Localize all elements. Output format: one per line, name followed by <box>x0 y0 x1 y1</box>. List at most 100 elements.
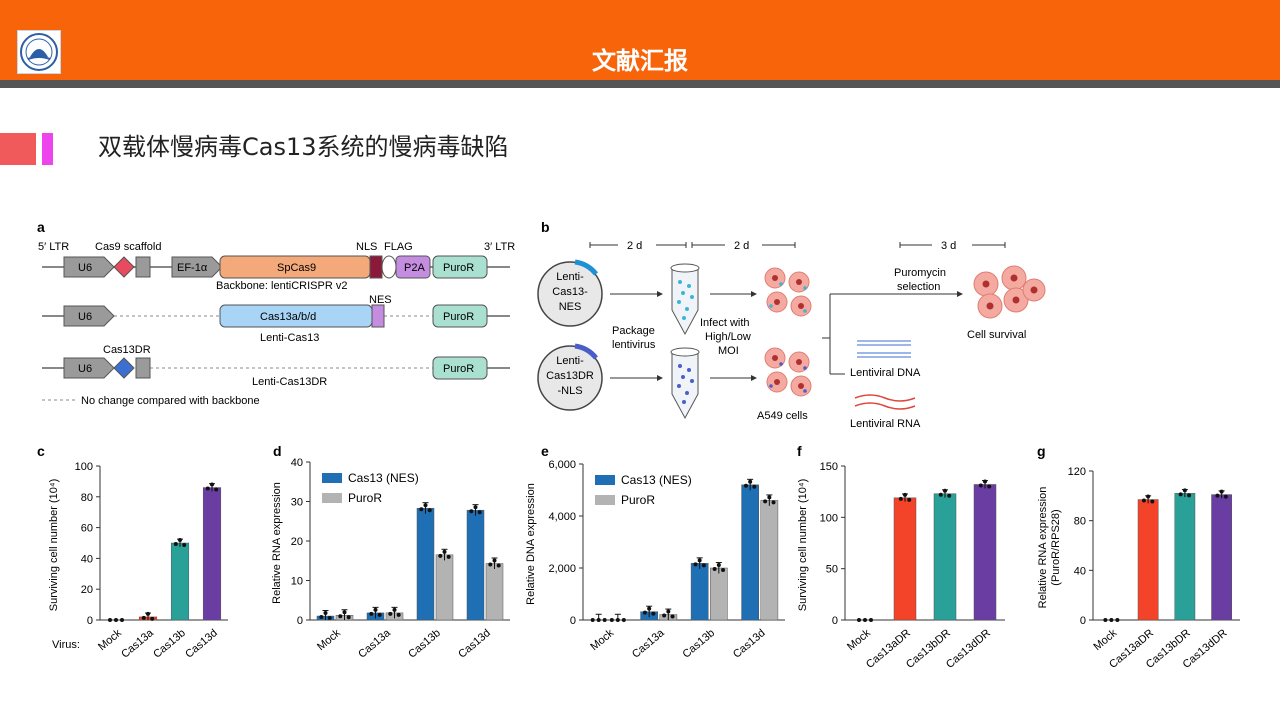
y-tick-label: 6,000 <box>548 459 576 471</box>
data-point <box>108 618 112 622</box>
chart-f: f 0 50 100 150 Surviving cell number (10⁴) Moc… <box>797 443 1005 671</box>
y-tick-label: 2,000 <box>548 563 576 575</box>
rna-icon <box>854 394 916 410</box>
bar-d-puror <box>435 554 454 621</box>
tube-1 <box>671 267 699 336</box>
cas13dr-label: Cas13DR <box>103 344 151 356</box>
data-point <box>438 553 443 558</box>
data-point <box>1223 494 1228 499</box>
slide-title: 双载体慢病毒Cas13系统的慢病毒缺陷 <box>98 133 509 161</box>
row-label: Virus: <box>52 639 80 651</box>
y-tick-label: 40 <box>81 553 93 565</box>
data-point <box>907 497 912 502</box>
cell-cluster-2 <box>764 347 812 397</box>
panel-letter-e: e <box>541 443 549 459</box>
data-point <box>178 538 182 542</box>
university-logo <box>17 30 61 74</box>
infect-line2: High/Low <box>705 331 751 343</box>
package-line2: lentivirus <box>612 339 656 351</box>
panel-letter-d: d <box>273 443 282 459</box>
header-bar: 文献汇报 <box>0 0 1280 80</box>
terminator-box <box>135 256 151 278</box>
data-point <box>767 495 772 500</box>
plasmid-nls-insert <box>574 343 598 360</box>
data-point <box>1109 618 1114 622</box>
ltr5-label: 5′ LTR <box>38 241 69 253</box>
dna-icon <box>857 340 911 358</box>
y-axis-label-2: (PuroR/RPS28) <box>1050 509 1062 585</box>
data-point <box>1215 493 1220 498</box>
y-tick-label: 60 <box>81 523 93 535</box>
flag-label: FLAG <box>384 241 413 253</box>
bar-d-cas13-nes- <box>466 509 485 621</box>
data-point <box>214 487 219 492</box>
y-tick-label: 50 <box>826 564 838 576</box>
y-tick-label: 120 <box>1068 466 1086 478</box>
figure-svg: a 5′ LTR Cas9 scaffold NLS FLAG 3′ LTR U… <box>37 219 1240 671</box>
terminator-box-3 <box>135 357 151 379</box>
cell-survival-cluster <box>973 265 1046 319</box>
y-axis-label: Surviving cell number (10⁴) <box>48 479 60 612</box>
data-point <box>771 500 776 505</box>
u6-label-3: U6 <box>78 363 92 375</box>
data-point <box>712 567 717 571</box>
x-tick-label: Cas13a <box>356 627 393 661</box>
u6-promoter-2 <box>63 305 115 327</box>
x-tick-label: Cas13a <box>119 627 156 661</box>
data-point <box>423 503 428 508</box>
data-point <box>323 611 328 616</box>
data-point <box>602 618 607 622</box>
plasmid-nes-line3: NES <box>559 301 582 313</box>
bar-e-puror <box>710 567 728 621</box>
tube-2 <box>671 351 699 420</box>
ltr3-label: 3′ LTR <box>484 241 515 253</box>
data-point <box>1103 618 1108 622</box>
data-point <box>987 484 992 489</box>
x-tick-label: Cas13d <box>456 627 493 661</box>
x-tick-label: Cas13b <box>151 627 188 661</box>
y-axis-label: Surviving cell number (10⁴) <box>797 479 809 612</box>
data-point <box>1115 618 1120 622</box>
time-3d: 3 d <box>941 240 956 252</box>
panel-letter-b: b <box>541 219 550 235</box>
backbone-caption: Backbone: lentiCRISPR v2 <box>216 280 347 292</box>
data-point <box>141 615 146 620</box>
plasmid-nls-line1: Lenti- <box>556 355 584 367</box>
data-point <box>473 505 478 510</box>
data-point <box>662 613 667 618</box>
data-point <box>1182 488 1187 493</box>
data-point <box>647 606 652 611</box>
data-point <box>338 614 343 619</box>
x-tick-label: Cas13b <box>406 627 443 661</box>
ef1a-label: EF-1α <box>177 262 208 274</box>
data-point <box>947 493 952 498</box>
u6-label-2: U6 <box>78 311 92 323</box>
chart-e: e 0 2,000 4,000 6,000 Relative DNA expression… <box>525 443 785 661</box>
data-point <box>146 611 150 616</box>
legend-label: Cas13 (NES) <box>348 471 419 485</box>
data-point <box>596 618 601 622</box>
puror-label-1: PuroR <box>443 262 474 274</box>
plasmid-nes-insert <box>574 259 598 276</box>
data-point <box>496 563 501 568</box>
y-axis-label: Relative DNA expression <box>525 483 537 605</box>
data-point <box>857 618 861 622</box>
legend-label: PuroR <box>621 493 655 507</box>
nes-box <box>371 304 385 328</box>
data-point <box>419 507 424 512</box>
data-point <box>1146 494 1151 499</box>
y-tick-label: 100 <box>820 512 838 524</box>
y-axis-label: Relative RNA expression <box>1037 487 1049 609</box>
bar-f-cas13adr <box>893 497 917 621</box>
nes-label: NES <box>369 294 392 306</box>
plasmid-nls-line3: -NLS <box>557 385 582 397</box>
cas9-scaffold-label: Cas9 scaffold <box>95 241 161 253</box>
data-point <box>670 614 675 619</box>
rna-label: Lentiviral RNA <box>850 418 921 430</box>
data-point <box>210 482 214 487</box>
data-point <box>120 618 124 622</box>
puro-line2: selection <box>897 281 940 293</box>
chart-c: c 0 20 40 60 80 100 Surviving cell number (10⁴)… <box>37 443 228 661</box>
x-tick-label: Mock <box>315 627 343 653</box>
